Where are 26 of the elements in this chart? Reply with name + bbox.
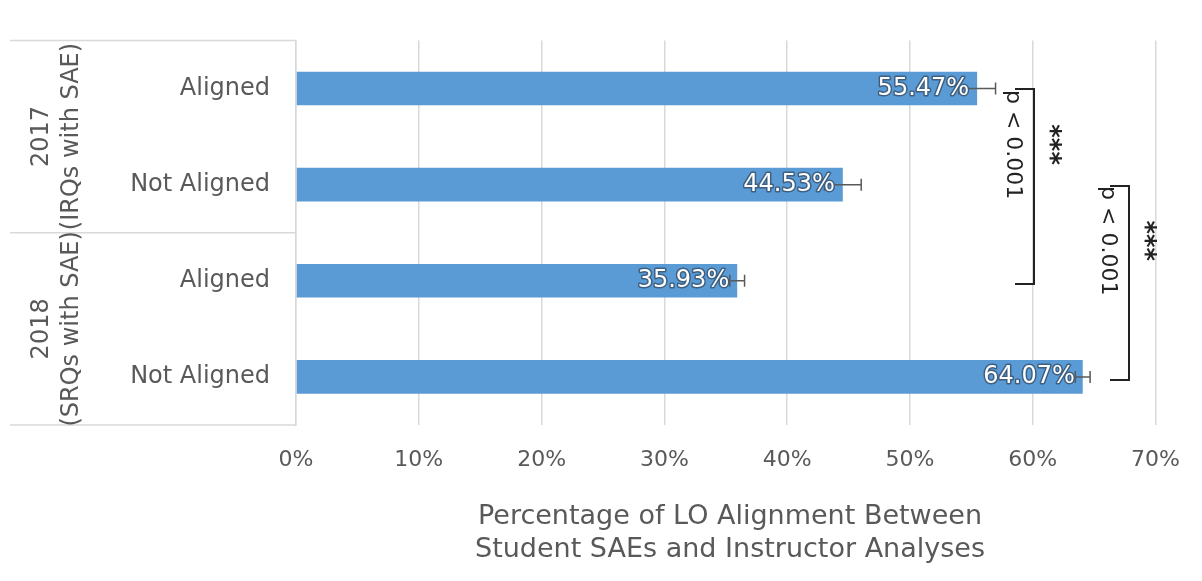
bar	[296, 263, 738, 298]
y-tick-label: Aligned	[179, 265, 270, 294]
annotation: p < 0.001	[1002, 89, 1028, 200]
data-label: 64.07%	[983, 361, 1075, 390]
x-tick-label: 10%	[394, 445, 444, 471]
data-label: 35.93%	[637, 265, 730, 294]
y-tick-label: Not Aligned	[130, 168, 270, 197]
text: 2018 (SRQs with SAE)	[26, 231, 85, 427]
x-tick-label: 60%	[1008, 445, 1058, 471]
data-label: 55.47%	[877, 72, 970, 101]
text: 2017 (IRQs with SAE)	[26, 42, 85, 231]
annotation: ***	[1131, 220, 1162, 262]
x-tick-label: 30%	[639, 445, 689, 471]
x-tick-label: 40%	[762, 445, 812, 471]
y-tick-label: Aligned	[179, 72, 270, 101]
bar	[296, 71, 978, 106]
x-tick-label: 20%	[517, 445, 567, 471]
annotation: p < 0.001	[1097, 186, 1123, 296]
y-tick-label: Not Aligned	[130, 361, 270, 390]
x-tick-label: 70%	[1131, 445, 1180, 471]
x-tick-label: 0%	[278, 445, 314, 471]
x-axis-title: Percentage of LO Alignment Between Student SAEs and Instructor Analyses	[474, 498, 986, 564]
x-tick-label: 50%	[885, 445, 935, 471]
annotation: ***	[1036, 124, 1067, 166]
bar	[296, 167, 843, 202]
bar	[296, 360, 1083, 394]
